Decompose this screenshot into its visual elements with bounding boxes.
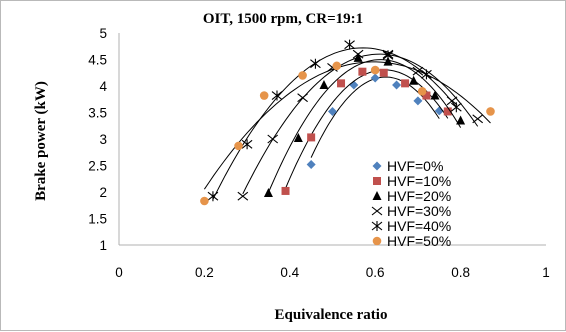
y-tick-label: 3.5 [88, 106, 107, 121]
series-5 [200, 61, 495, 206]
data-point [456, 115, 466, 125]
axes: 1 1.5 2 2.5 3 3.5 4 4.5 5 0 0.2 0.4 0.6 0.8 1 [88, 26, 550, 280]
legend-marker [371, 206, 383, 216]
y-tick-label: 2 [99, 185, 107, 200]
x-tick-label: 0.2 [195, 265, 214, 280]
legend: HVF=0%HVF=10%HVF=20%HVF=30%HVF=40%HVF=50… [371, 158, 451, 249]
y-tick-label: 4.5 [88, 53, 107, 68]
data-point [379, 68, 388, 77]
x-tick-label: 0.8 [451, 265, 470, 280]
y-tick-label: 1.5 [88, 212, 107, 227]
data-point [306, 159, 316, 169]
data-point [319, 79, 329, 89]
legend-item: HVF=50% [372, 233, 451, 249]
data-point [267, 134, 279, 144]
trendline [285, 69, 449, 189]
y-tick-label: 5 [99, 26, 107, 41]
data-point [450, 102, 462, 113]
data-point [417, 87, 427, 96]
legend-marker [372, 236, 382, 246]
x-tick-label: 0.4 [280, 265, 299, 280]
data-point [472, 114, 484, 124]
legend-label: HVF=20% [387, 188, 451, 204]
data-point [486, 107, 495, 116]
plot-area [200, 39, 495, 206]
data-point [234, 141, 243, 151]
chart-title: OIT, 1500 rpm, CR=19:1 [203, 11, 363, 27]
legend-item: HVF=0% [372, 158, 443, 174]
data-point [382, 50, 394, 61]
data-point [358, 67, 367, 76]
data-point [430, 90, 440, 100]
legend-label: HVF=40% [387, 218, 451, 234]
x-tick-label: 0.6 [366, 265, 385, 280]
y-axis-label: Brake power (kW) [33, 81, 49, 201]
data-point [241, 139, 253, 150]
legend-marker [372, 161, 382, 171]
data-point [392, 80, 402, 90]
data-point [422, 91, 431, 100]
legend-marker [372, 191, 382, 200]
data-point [281, 186, 290, 195]
legend-item: HVF=30% [371, 203, 451, 219]
data-point [443, 107, 452, 116]
legend-item: HVF=20% [372, 188, 451, 204]
legend-label: HVF=50% [387, 233, 451, 249]
legend-label: HVF=30% [387, 203, 451, 219]
trendline [212, 47, 457, 200]
data-point [237, 191, 249, 201]
legend-item: HVF=40% [371, 218, 451, 234]
x-tick-label: 0 [115, 265, 123, 280]
legend-marker [373, 177, 381, 185]
data-point [337, 79, 346, 88]
x-axis-label: Equivalence ratio [275, 307, 388, 323]
data-point [298, 71, 307, 80]
trendline [203, 61, 491, 190]
data-point [413, 96, 423, 106]
data-point [297, 93, 308, 103]
data-point [293, 132, 303, 142]
data-point [332, 61, 342, 71]
data-point [401, 79, 410, 88]
series-1 [281, 67, 452, 195]
legend-label: HVF=0% [387, 158, 443, 174]
data-point [271, 90, 283, 101]
series-4 [207, 39, 462, 202]
data-point [263, 188, 273, 198]
data-point [409, 75, 419, 85]
data-point [207, 191, 219, 202]
y-tick-label: 4 [99, 79, 107, 94]
data-point [370, 73, 380, 83]
data-point [370, 65, 380, 75]
legend-label: HVF=10% [387, 173, 451, 189]
data-point [328, 106, 337, 116]
legend-marker [371, 221, 383, 231]
data-point [259, 91, 269, 100]
data-point [307, 133, 316, 142]
x-tick-label: 1 [542, 265, 550, 280]
y-tick-label: 1 [99, 238, 107, 253]
data-point [352, 49, 364, 59]
data-point [344, 39, 355, 50]
data-point [200, 196, 209, 206]
y-tick-label: 3 [99, 132, 107, 147]
data-point [310, 58, 321, 69]
legend-item: HVF=10% [373, 173, 451, 189]
y-tick-label: 2.5 [88, 159, 107, 174]
